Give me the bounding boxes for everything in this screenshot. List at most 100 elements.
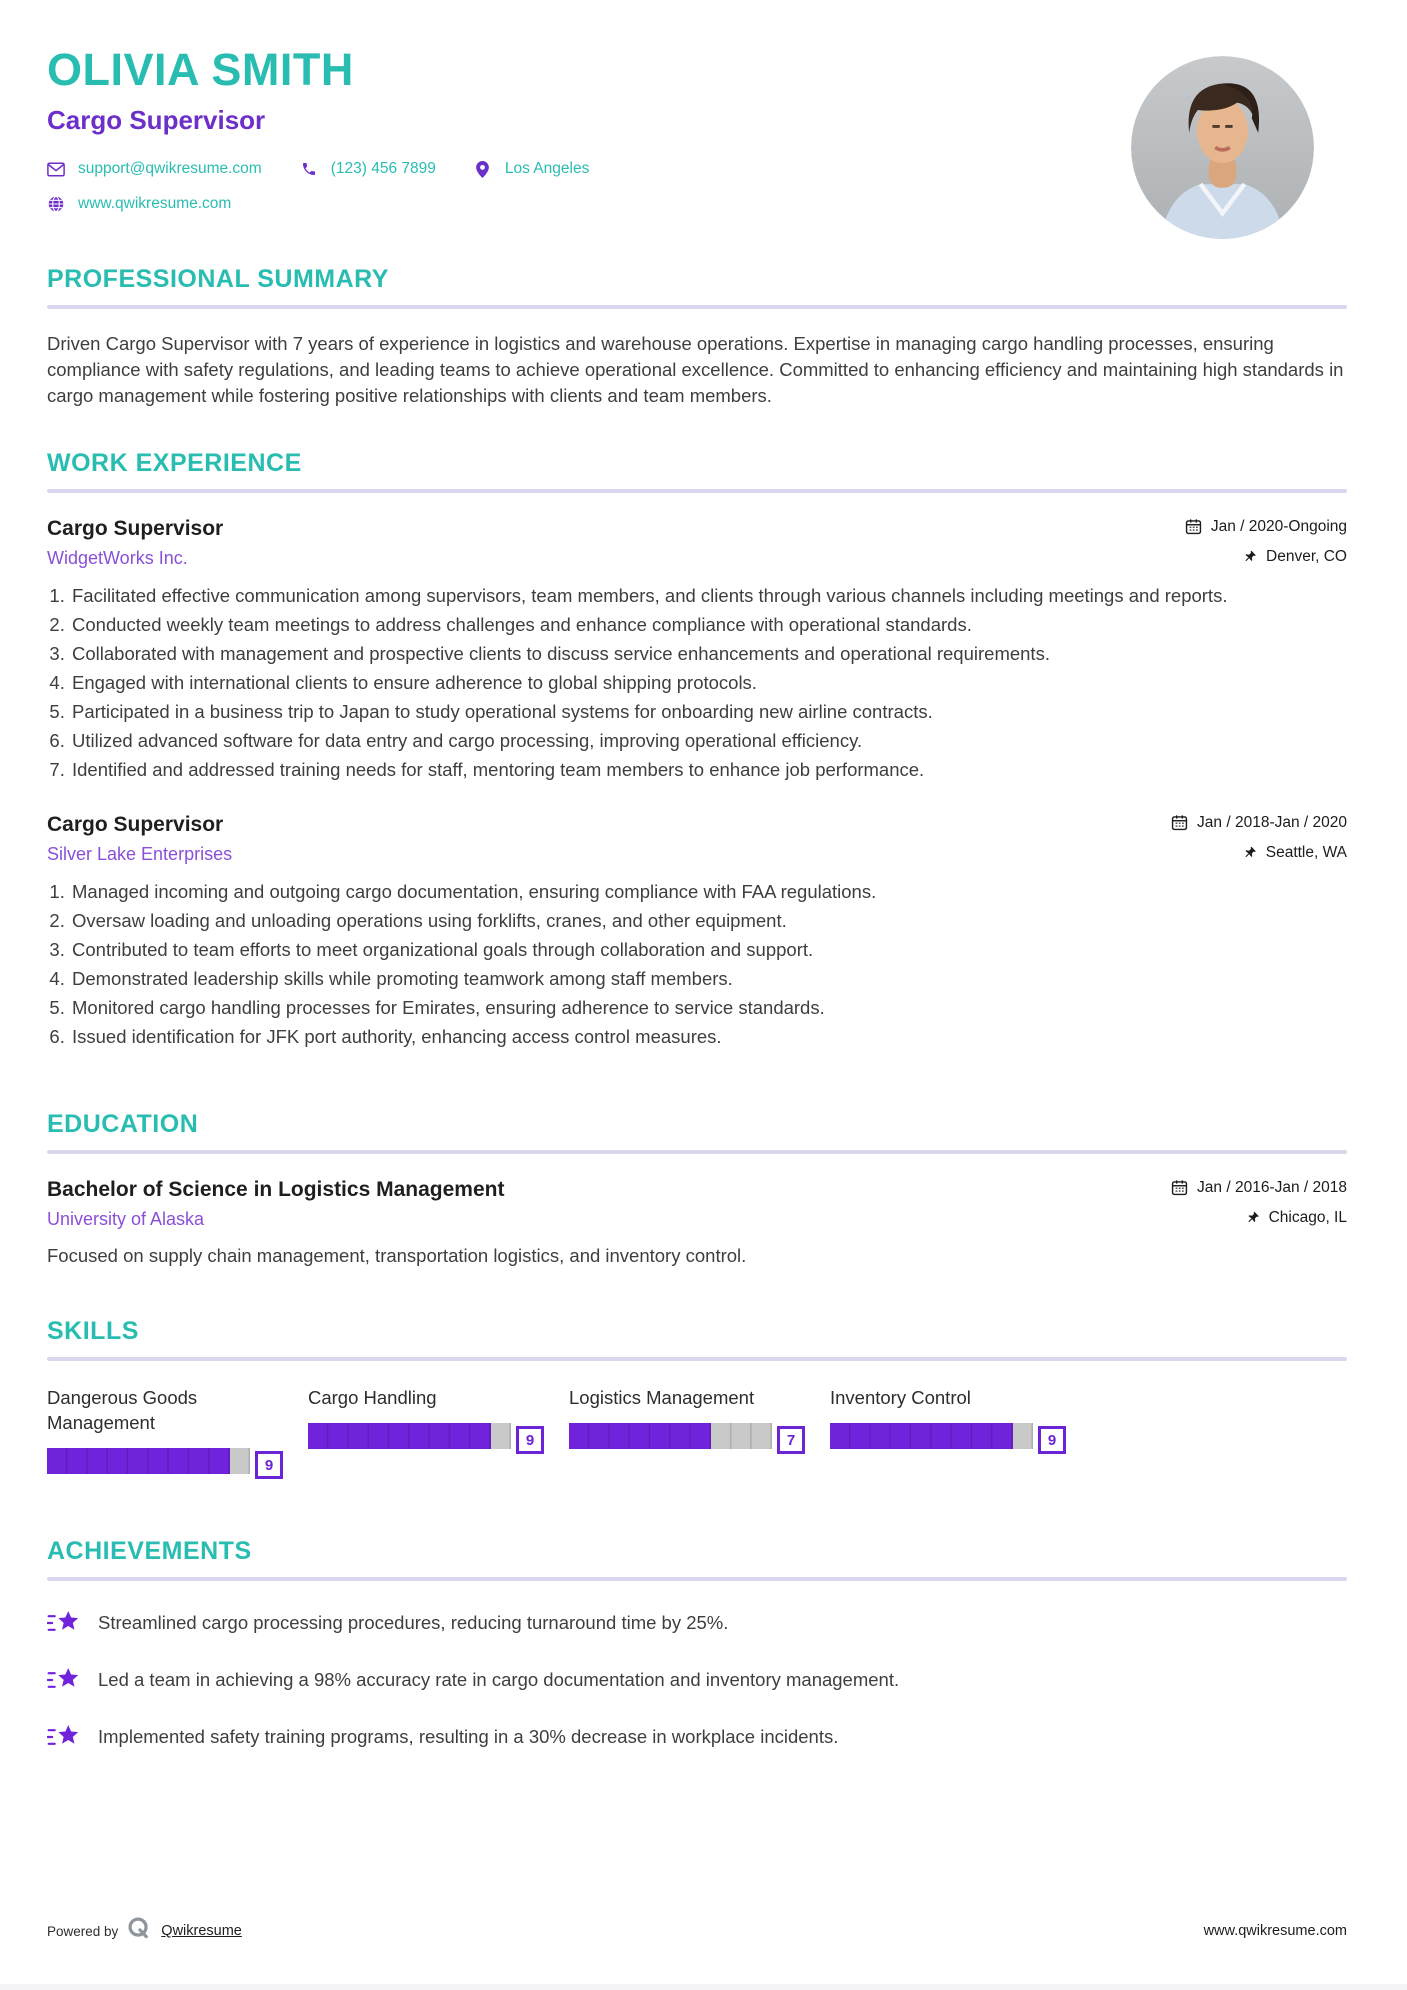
job-company: Silver Lake Enterprises (47, 844, 233, 864)
skill-bar (830, 1423, 1033, 1449)
skill-bar (47, 1448, 250, 1474)
email-link[interactable]: support@qwikresume.com (78, 160, 262, 177)
job-dates-text: Jan / 2020-Ongoing (1210, 517, 1347, 535)
achievement-item: Streamlined cargo processing procedures,… (47, 1608, 1347, 1638)
job-bullet-list: Facilitated effective communication amon… (47, 583, 1347, 783)
location-pin-icon (474, 160, 492, 178)
resume-header: OLIVIA SMITH Cargo Supervisor support@qw… (47, 44, 1347, 239)
skill-level-badge: 7 (777, 1426, 805, 1454)
person-name: OLIVIA SMITH (47, 44, 354, 95)
job-dates: Jan / 2018-Jan / 2020 (1171, 814, 1347, 832)
experience-bullet: Issued identification for JFK port autho… (70, 1024, 1347, 1050)
achievement-text: Streamlined cargo processing procedures,… (98, 1612, 729, 1633)
phone-icon (300, 161, 318, 177)
summary-heading: PROFESSIONAL SUMMARY (47, 265, 389, 293)
experience-bullet: Oversaw loading and unloading operations… (70, 908, 1347, 934)
experience-bullet: Collaborated with management and prospec… (70, 641, 1347, 667)
achievement-text: Led a team in achieving a 98% accuracy r… (98, 1669, 900, 1690)
education-location: Chicago, IL (1246, 1209, 1347, 1227)
skill-name: Cargo Handling (308, 1387, 437, 1408)
section-achievements: ACHIEVEMENTS Streamlined cargo processin… (47, 1537, 1347, 1752)
skill-level-badge: 9 (255, 1451, 283, 1479)
experience-bullet: Demonstrated leadership skills while pro… (70, 966, 1347, 992)
footer-website-link[interactable]: www.qwikresume.com (1203, 1923, 1347, 1939)
education-heading: EDUCATION (47, 1110, 199, 1138)
section-divider (47, 1577, 1347, 1581)
section-divider (47, 1357, 1347, 1361)
experience-bullet: Identified and addressed training needs … (70, 757, 1347, 783)
job-location: Denver, CO (1243, 548, 1347, 566)
job-entry-1: Cargo Supervisor Jan / 2020-Ongoing Widg… (47, 517, 1347, 783)
skill-item: Dangerous Goods Management 9 (47, 1385, 283, 1479)
section-divider (47, 489, 1347, 493)
experience-bullet: Facilitated effective communication amon… (70, 583, 1347, 609)
pushpin-icon (1243, 549, 1257, 564)
skill-item: Inventory Control 9 (830, 1385, 1066, 1475)
calendar-icon (1185, 518, 1202, 535)
experience-bullet: Utilized advanced software for data entr… (70, 728, 1347, 754)
section-professional-summary: PROFESSIONAL SUMMARY Driven Cargo Superv… (47, 265, 1347, 409)
job-entry-2: Cargo Supervisor Jan / 2018-Jan / 2020 S… (47, 813, 1347, 1050)
experience-bullet: Monitored cargo handling processes for E… (70, 995, 1347, 1021)
calendar-icon (1171, 1179, 1188, 1196)
powered-by-label: Powered by (47, 1923, 119, 1939)
pushpin-icon (1243, 845, 1257, 860)
location-text: Los Angeles (504, 160, 590, 177)
experience-bullet: Engaged with international clients to en… (70, 670, 1347, 696)
section-divider (47, 305, 1347, 309)
experience-bullet: Participated in a business trip to Japan… (70, 699, 1347, 725)
achievement-star-icon (47, 1722, 81, 1752)
brand-link[interactable]: Qwikresume (161, 1923, 242, 1939)
section-work-experience: WORK EXPERIENCE Cargo Supervisor Jan / 2… (47, 449, 1347, 1050)
job-location-text: Seattle, WA (1265, 843, 1347, 861)
work-heading: WORK EXPERIENCE (47, 449, 302, 477)
job-dates-text: Jan / 2018-Jan / 2020 (1197, 813, 1347, 831)
job-location-text: Denver, CO (1266, 547, 1347, 565)
section-divider (47, 1150, 1347, 1154)
skill-level-badge: 9 (1038, 1426, 1066, 1454)
achievement-item: Implemented safety training programs, re… (47, 1722, 1347, 1752)
page-footer: Powered by Qwikresume www.qwikresume.com (47, 1916, 1347, 1946)
contact-phone: (123) 456 7899 (300, 160, 436, 178)
contact-location: Los Angeles (474, 160, 589, 178)
degree-title: Bachelor of Science in Logistics Managem… (47, 1178, 505, 1201)
achievements-heading: ACHIEVEMENTS (47, 1537, 252, 1565)
skills-heading: SKILLS (47, 1317, 139, 1345)
skills-grid: Dangerous Goods Management 9 Cargo Handl… (47, 1385, 1347, 1479)
job-company: WidgetWorks Inc. (47, 548, 188, 568)
phone-link[interactable]: (123) 456 7899 (330, 160, 436, 177)
job-title: Cargo Supervisor (47, 517, 224, 540)
skill-bar (569, 1423, 772, 1449)
skill-item: Cargo Handling 9 (308, 1385, 544, 1475)
job-location: Seattle, WA (1243, 844, 1347, 862)
experience-bullet: Contributed to team efforts to meet orga… (70, 937, 1347, 963)
section-education: EDUCATION Bachelor of Science in Logisti… (47, 1110, 1347, 1267)
contact-website: www.qwikresume.com (47, 195, 231, 213)
person-job-title: Cargo Supervisor (47, 105, 266, 135)
contact-row-1: support@qwikresume.com (123) 456 7899 Lo… (47, 160, 1347, 178)
experience-bullet: Conducted weekly team meetings to addres… (70, 612, 1347, 638)
job-dates: Jan / 2020-Ongoing (1185, 518, 1347, 536)
experience-bullet: Managed incoming and outgoing cargo docu… (70, 879, 1347, 905)
skill-bar (308, 1423, 511, 1449)
contact-email: support@qwikresume.com (47, 160, 262, 178)
calendar-icon (1171, 814, 1188, 831)
education-dates-text: Jan / 2016-Jan / 2018 (1197, 1178, 1347, 1196)
education-description: Focused on supply chain management, tran… (47, 1245, 747, 1266)
section-skills: SKILLS Dangerous Goods Management 9 Carg… (47, 1317, 1347, 1479)
brand-q-icon (127, 1916, 152, 1946)
job-title: Cargo Supervisor (47, 813, 224, 836)
education-entry: Bachelor of Science in Logistics Managem… (47, 1178, 1347, 1267)
job-bullet-list: Managed incoming and outgoing cargo docu… (47, 879, 1347, 1050)
achievement-star-icon (47, 1608, 81, 1638)
skill-name: Inventory Control (830, 1387, 971, 1408)
education-dates: Jan / 2016-Jan / 2018 (1171, 1179, 1347, 1197)
achievement-star-icon (47, 1665, 81, 1695)
pushpin-icon (1246, 1210, 1260, 1225)
summary-text: Driven Cargo Supervisor with 7 years of … (47, 333, 1344, 406)
education-location-text: Chicago, IL (1268, 1208, 1347, 1226)
website-link[interactable]: www.qwikresume.com (78, 195, 232, 212)
skill-level-badge: 9 (516, 1426, 544, 1454)
profile-photo (1131, 56, 1314, 239)
